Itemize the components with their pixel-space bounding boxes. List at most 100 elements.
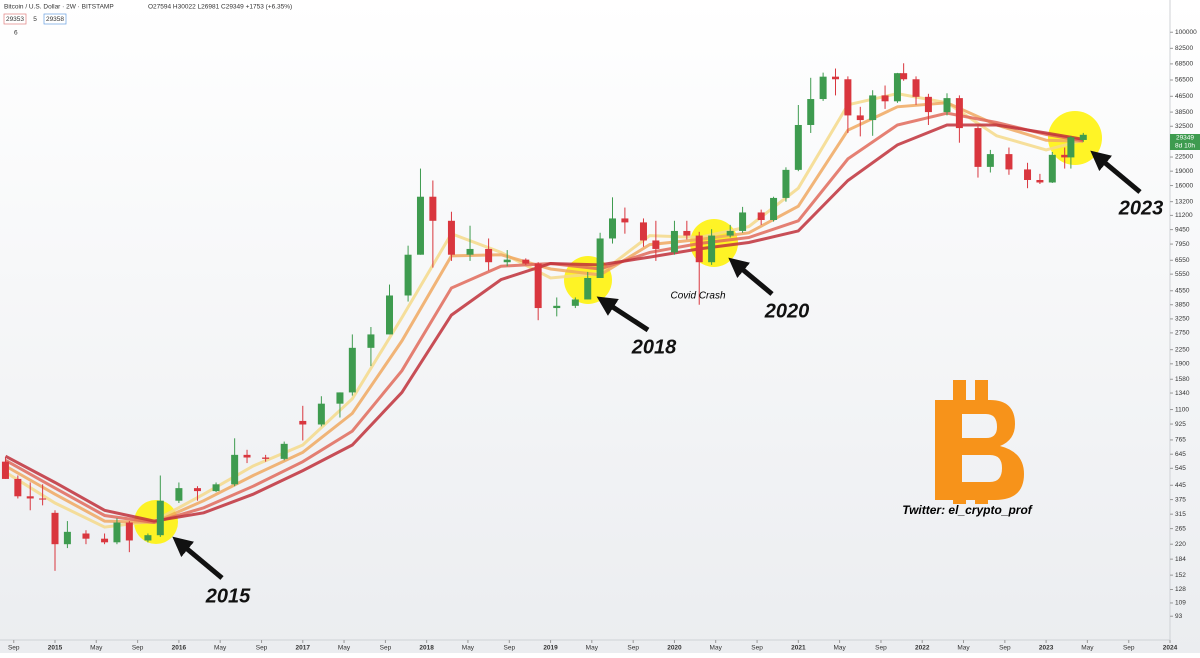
y-tick-label: 4550 — [1175, 287, 1190, 294]
candle-body — [447, 220, 455, 255]
x-tick-label: Sep — [875, 645, 887, 652]
candle-body — [844, 79, 852, 116]
ribbon-line — [4, 123, 1084, 523]
candle-body — [596, 238, 604, 278]
annotation: 2015 — [205, 585, 251, 607]
arrow — [596, 296, 650, 333]
arrow — [1090, 150, 1142, 194]
candle-body — [708, 235, 716, 263]
candle-body — [571, 299, 579, 306]
y-tick-label: 184 — [1175, 556, 1186, 563]
y-tick-label: 3250 — [1175, 316, 1190, 323]
y-tick-label: 2250 — [1175, 346, 1190, 353]
candle-body — [955, 98, 963, 129]
candle-body — [974, 128, 982, 167]
y-tick-label: 925 — [1175, 421, 1186, 428]
arrow — [728, 257, 774, 296]
logo-part — [935, 400, 1024, 500]
candle-body — [404, 254, 412, 296]
x-tick-label: 2023 — [1039, 645, 1054, 652]
last-price: 29349 — [1176, 135, 1194, 142]
x-tick-label: Sep — [1123, 645, 1135, 652]
x-tick-label: May — [957, 645, 970, 652]
candle-body — [26, 496, 34, 499]
y-tick-label: 220 — [1175, 541, 1186, 548]
y-tick-label: 93 — [1175, 613, 1183, 620]
y-tick-label: 100000 — [1175, 29, 1197, 36]
annotation: Covid Crash — [670, 291, 725, 302]
header-box-label: 29353 — [6, 16, 24, 23]
x-tick-label: 2019 — [543, 645, 558, 652]
candle-body — [280, 443, 288, 459]
y-tick-label: 1900 — [1175, 361, 1190, 368]
candle-body — [243, 454, 251, 458]
y-tick-label: 7950 — [1175, 241, 1190, 248]
y-tick-label: 22500 — [1175, 154, 1193, 161]
annotation: 2023 — [1118, 197, 1164, 219]
indicator-count: 6 — [14, 30, 18, 37]
bitcoin-logo — [935, 380, 1024, 504]
x-tick-label: May — [90, 645, 103, 652]
candle-body — [819, 76, 827, 100]
candle-body — [503, 259, 511, 263]
candle-body — [485, 248, 493, 263]
ohlc-label: O27594 H30022 L26981 C29349 +1753 (+6.35… — [148, 4, 292, 11]
arrow — [172, 536, 224, 580]
y-tick-label: 1580 — [1175, 376, 1190, 383]
x-tick-label: 2017 — [296, 645, 311, 652]
candle-body — [367, 334, 375, 348]
candle-body — [621, 218, 629, 223]
candle-body — [125, 522, 133, 541]
candle-body — [534, 263, 542, 309]
y-tick-label: 445 — [1175, 482, 1186, 489]
candle-body — [782, 169, 790, 198]
x-tick-label: Sep — [256, 645, 268, 652]
y-tick-label: 545 — [1175, 465, 1186, 472]
x-tick-label: 2015 — [48, 645, 63, 652]
y-tick-label: 765 — [1175, 437, 1186, 444]
logo-part — [975, 380, 988, 404]
candle-body — [869, 95, 877, 121]
y-tick-label: 5550 — [1175, 271, 1190, 278]
candle-body — [1036, 179, 1044, 183]
candle-body — [175, 488, 183, 501]
candle-body — [670, 230, 678, 253]
candle-body — [1024, 169, 1032, 180]
y-tick-label: 152 — [1175, 572, 1186, 579]
header-box-label: 29358 — [46, 16, 64, 23]
x-tick-label: Sep — [8, 645, 20, 652]
x-tick-label: May — [833, 645, 846, 652]
candle-body — [726, 230, 734, 236]
candle-body — [794, 124, 802, 170]
annotation: 2020 — [764, 300, 810, 322]
candle-body — [522, 259, 530, 264]
candle-body — [466, 248, 474, 255]
x-tick-label: Sep — [751, 645, 763, 652]
candle-body — [943, 98, 951, 113]
candle-body — [348, 347, 356, 393]
header-box-label: 5 — [33, 16, 37, 23]
candle-body — [1061, 154, 1069, 158]
y-tick-label: 11200 — [1175, 212, 1193, 219]
candle-body — [1, 461, 9, 479]
x-tick-label: 2018 — [419, 645, 434, 652]
candle-body — [609, 218, 617, 239]
candle-body — [1067, 137, 1075, 158]
candle-body — [770, 197, 778, 220]
candle-body — [317, 403, 325, 425]
candle-body — [156, 500, 164, 536]
candle-body — [193, 488, 201, 492]
candle-body — [553, 305, 561, 309]
candle-body — [14, 478, 22, 497]
candle-body — [39, 498, 47, 500]
x-tick-label: May — [710, 645, 723, 652]
candle-body — [739, 212, 747, 231]
y-tick-label: 315 — [1175, 511, 1186, 518]
x-tick-label: 2022 — [915, 645, 930, 652]
x-tick-label: May — [586, 645, 599, 652]
candle-body — [757, 212, 765, 220]
y-tick-label: 38500 — [1175, 109, 1193, 116]
candle-body — [893, 73, 901, 102]
